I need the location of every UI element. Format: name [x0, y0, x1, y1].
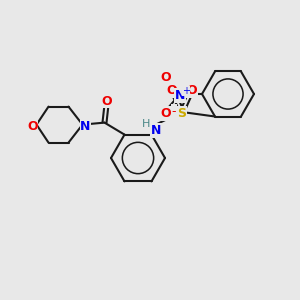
Text: O: O [27, 120, 38, 133]
Text: O: O [167, 84, 177, 97]
Text: O: O [161, 71, 171, 84]
Text: O: O [101, 94, 112, 108]
Text: O: O [161, 107, 171, 120]
Text: S: S [178, 107, 187, 120]
Text: -: - [172, 105, 176, 118]
Text: N: N [151, 124, 161, 137]
Text: O: O [187, 84, 197, 97]
Text: +: + [182, 86, 190, 96]
Text: H: H [142, 119, 150, 129]
Text: N: N [80, 120, 91, 133]
Text: N: N [175, 89, 185, 102]
